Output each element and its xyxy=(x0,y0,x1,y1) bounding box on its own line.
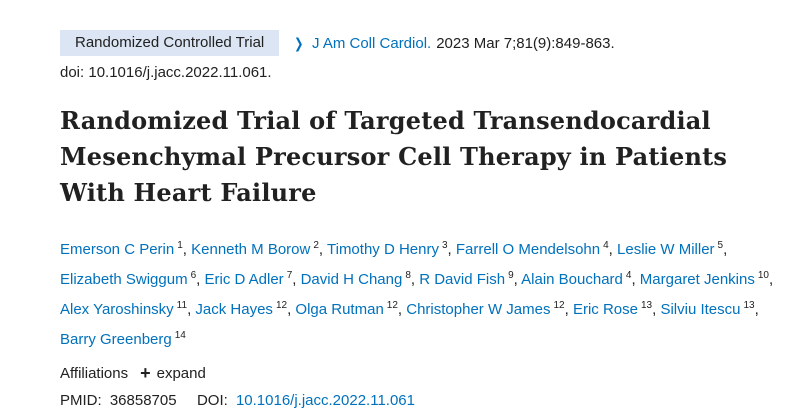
author-separator: , xyxy=(397,301,407,318)
author-separator: , xyxy=(410,271,420,288)
affiliation-number[interactable]: 6 xyxy=(190,270,197,281)
affiliation-number[interactable]: 11 xyxy=(176,300,188,311)
affiliation-number[interactable]: 1 xyxy=(177,240,183,251)
author-link[interactable]: R David Fish 9 xyxy=(419,270,514,288)
affiliation-number[interactable]: 14 xyxy=(174,330,186,341)
affiliations-section: Affiliations + expand xyxy=(60,363,780,383)
author-name: Farrell O Mendelsohn xyxy=(455,241,601,258)
author-name: Eric D Adler xyxy=(204,271,284,288)
author-link[interactable]: Barry Greenberg 14 xyxy=(60,330,186,348)
author-separator: , xyxy=(723,241,728,258)
author-name: Timothy D Henry xyxy=(327,241,439,258)
author-separator: , xyxy=(182,241,192,258)
author-separator: , xyxy=(564,301,573,318)
author-separator: , xyxy=(652,301,661,318)
doi-link[interactable]: 10.1016/j.jacc.2022.11.061 xyxy=(235,392,415,409)
author-link[interactable]: Silviu Itescu 13 xyxy=(660,300,755,318)
author-name: Silviu Itescu xyxy=(660,301,741,318)
affiliation-number[interactable]: 12 xyxy=(275,300,288,311)
author-link[interactable]: Leslie W Miller 5 xyxy=(617,240,724,258)
expand-affiliations-button[interactable]: + expand xyxy=(140,363,206,383)
author-link[interactable]: Eric D Adler 7 xyxy=(204,270,293,288)
author-separator: , xyxy=(754,301,759,318)
author-link[interactable]: Alain Bouchard 4 xyxy=(521,270,632,288)
affiliation-number[interactable]: 12 xyxy=(553,300,565,311)
author-name: Leslie W Miller xyxy=(617,241,715,258)
expand-label: expand xyxy=(156,365,206,382)
article-meta: Randomized Controlled Trial ❯ J Am Coll … xyxy=(60,30,780,56)
author-separator: , xyxy=(513,271,522,288)
affiliation-number[interactable]: 8 xyxy=(405,270,411,281)
author-link[interactable]: Kenneth M Borow 2 xyxy=(191,240,319,258)
author-link[interactable]: Jack Hayes 12 xyxy=(195,300,288,318)
doi-label: DOI: xyxy=(196,392,228,409)
author-link[interactable]: Farrell O Mendelsohn 4 xyxy=(455,240,609,258)
publication-type-badge: Randomized Controlled Trial xyxy=(60,30,280,56)
author-separator: , xyxy=(768,271,774,288)
affiliation-number[interactable]: 5 xyxy=(717,240,724,251)
affiliation-number[interactable]: 4 xyxy=(625,270,632,281)
affiliation-number[interactable]: 13 xyxy=(743,300,755,311)
chevron-right-icon[interactable]: ❯ xyxy=(294,34,304,51)
author-link[interactable]: David H Chang 8 xyxy=(300,270,411,288)
citation-text: 2023 Mar 7;81(9):849-863. xyxy=(436,34,615,52)
affiliations-label: Affiliations xyxy=(60,365,129,382)
author-link[interactable]: Alex Yaroshinsky 11 xyxy=(60,300,188,318)
author-name: R David Fish xyxy=(419,271,506,288)
author-name: Alain Bouchard xyxy=(521,271,623,288)
affiliation-number[interactable]: 9 xyxy=(508,270,514,281)
author-separator: , xyxy=(608,241,618,258)
pmid-value: 36858705 xyxy=(109,392,177,409)
author-name: Alex Yaroshinsky xyxy=(60,301,174,318)
author-separator: , xyxy=(187,301,196,318)
article-header: Randomized Controlled Trial ❯ J Am Coll … xyxy=(60,30,780,409)
author-separator: , xyxy=(447,241,456,258)
author-link[interactable]: Olga Rutman 12 xyxy=(295,300,398,318)
journal-link[interactable]: J Am Coll Cardiol. xyxy=(312,34,432,52)
article-title: Randomized Trial of Targeted Transendoca… xyxy=(60,106,728,207)
authors-list: Emerson C Perin 1, Kenneth M Borow 2, Timo… xyxy=(60,233,780,353)
author-link[interactable]: Timothy D Henry 3 xyxy=(327,240,448,258)
author-link[interactable]: Margaret Jenkins 10 xyxy=(639,270,769,288)
author-name: Kenneth M Borow xyxy=(191,241,311,258)
author-name: Olga Rutman xyxy=(295,301,384,318)
author-link[interactable]: Eric Rose 13 xyxy=(572,300,653,318)
author-link[interactable]: Emerson C Perin 1 xyxy=(60,240,183,258)
author-link[interactable]: Christopher W James 12 xyxy=(406,300,565,318)
affiliation-number[interactable]: 3 xyxy=(441,240,448,251)
author-separator: , xyxy=(318,241,327,258)
identifiers: PMID: 36858705 DOI: 10.1016/j.jacc.2022.… xyxy=(60,392,780,409)
pmid-label: PMID: xyxy=(60,392,102,409)
author-separator: , xyxy=(196,271,205,288)
affiliation-number[interactable]: 2 xyxy=(313,240,319,251)
affiliation-number[interactable]: 7 xyxy=(286,270,293,281)
affiliation-number[interactable]: 4 xyxy=(603,240,609,251)
author-name: Jack Hayes xyxy=(195,301,273,318)
author-name: Emerson C Perin xyxy=(60,241,175,258)
author-name: Margaret Jenkins xyxy=(639,271,755,288)
author-separator: , xyxy=(292,271,301,288)
affiliation-number[interactable]: 10 xyxy=(757,270,769,281)
author-name: Elizabeth Swiggum xyxy=(60,271,188,288)
author-separator: , xyxy=(287,301,296,318)
author-name: Christopher W James xyxy=(406,301,551,318)
author-separator: , xyxy=(631,271,640,288)
affiliation-number[interactable]: 13 xyxy=(640,300,653,311)
author-name: David H Chang xyxy=(300,271,403,288)
author-name: Eric Rose xyxy=(572,301,638,318)
author-link[interactable]: Elizabeth Swiggum 6 xyxy=(60,270,197,288)
affiliation-number[interactable]: 12 xyxy=(386,300,398,311)
author-name: Barry Greenberg xyxy=(60,331,172,348)
doi-line: doi: 10.1016/j.jacc.2022.11.061. xyxy=(60,64,272,81)
plus-icon: + xyxy=(140,363,151,383)
